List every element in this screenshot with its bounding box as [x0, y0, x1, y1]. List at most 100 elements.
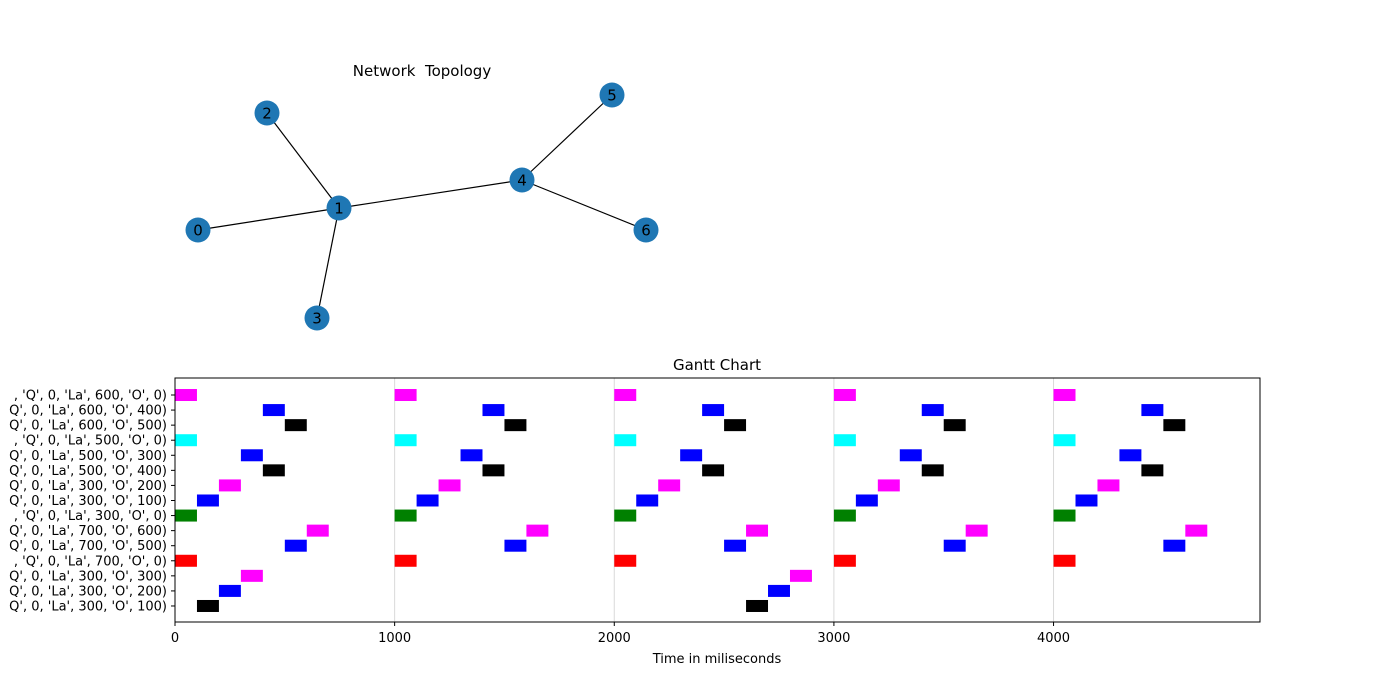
- gantt-task-bar: [746, 599, 769, 612]
- network-edge-2-1: [266, 112, 340, 209]
- gantt-row-label: , 'Q', 0, 'La', 700, 'O', 0): [14, 554, 167, 569]
- gantt-task-bar: [1163, 419, 1186, 432]
- gantt-task-bar: [175, 509, 197, 522]
- gantt-task-bar: [943, 419, 966, 432]
- gantt-task-bar: [746, 524, 769, 537]
- gantt-gridlines: [394, 378, 1055, 622]
- gantt-task-bar: [438, 479, 461, 492]
- gantt-task-bar: [614, 434, 637, 447]
- gantt-task-bar: [218, 479, 241, 492]
- network-node-label: 5: [607, 87, 617, 105]
- gantt-task-bar: [965, 524, 988, 537]
- gantt-task-bar: [1119, 449, 1142, 462]
- gantt-task-bar: [1185, 524, 1208, 537]
- gantt-task-bar: [1075, 494, 1098, 507]
- gantt-x-axis: 0 1000 2000 3000 4000: [171, 622, 1070, 646]
- network-node-label: 3: [312, 310, 322, 328]
- gantt-task-bar: [921, 404, 944, 417]
- network-nodes: 0 1 2 3 4 5 6: [185, 82, 659, 331]
- gantt-task-bar: [636, 494, 659, 507]
- gantt-row-label: Q', 0, 'La', 500, 'O', 300): [9, 449, 167, 464]
- gantt-x-tick-label: 0: [171, 631, 179, 646]
- gantt-row-label: Q', 0, 'La', 300, 'O', 200): [9, 584, 167, 599]
- gantt-task-bar: [724, 539, 747, 552]
- gantt-task-bar: [614, 554, 637, 567]
- network-node-label: 0: [193, 222, 203, 240]
- gantt-y-axis: , 'Q', 0, 'La', 600, 'O', 0)Q', 0, 'La',…: [9, 389, 175, 614]
- network-topology: Network Topology 0 1 2 3 4 5 6: [185, 62, 659, 331]
- gantt-bars: [175, 389, 1208, 612]
- network-node-3: 3: [304, 305, 330, 331]
- gantt-task-bar: [175, 434, 197, 447]
- gantt-task-bar: [702, 464, 725, 477]
- gantt-row-label: , 'Q', 0, 'La', 300, 'O', 0): [14, 509, 167, 524]
- gantt-task-bar: [284, 419, 307, 432]
- gantt-task-bar: [416, 494, 439, 507]
- network-edge-3-1: [316, 207, 340, 319]
- gantt-task-bar: [921, 464, 944, 477]
- gantt-task-bar: [680, 449, 703, 462]
- gantt-task-bar: [175, 389, 197, 401]
- gantt-task-bar: [1141, 464, 1164, 477]
- network-edge-0-1: [197, 207, 340, 231]
- gantt-task-bar: [1097, 479, 1120, 492]
- network-node-circle: [599, 82, 625, 108]
- gantt-row-label: Q', 0, 'La', 500, 'O', 400): [9, 464, 167, 479]
- gantt-task-bar: [394, 509, 417, 522]
- gantt-task-bar: [724, 419, 747, 432]
- gantt-task-bar: [877, 479, 900, 492]
- gantt-task-bar: [504, 419, 527, 432]
- gantt-row-label: Q', 0, 'La', 600, 'O', 500): [9, 419, 167, 434]
- gantt-task-bar: [1053, 389, 1076, 401]
- gantt-row-label: Q', 0, 'La', 700, 'O', 500): [9, 539, 167, 554]
- network-node-label: 2: [262, 105, 272, 123]
- gantt-x-tick-label: 4000: [1037, 631, 1070, 646]
- gantt-task-bar: [1053, 554, 1076, 567]
- network-node-4: 4: [509, 167, 535, 193]
- gantt-task-bar: [833, 554, 856, 567]
- network-node-label: 6: [641, 222, 651, 240]
- gantt-task-bar: [614, 509, 637, 522]
- network-node-label: 1: [334, 200, 344, 218]
- gantt-task-bar: [702, 404, 725, 417]
- gantt-task-bar: [768, 584, 790, 597]
- gantt-title: Gantt Chart: [673, 356, 761, 374]
- gantt-task-bar: [833, 389, 856, 401]
- network-edge-1-4: [338, 179, 523, 209]
- gantt-x-axis-label: Time in miliseconds: [652, 652, 782, 667]
- gantt-task-bar: [196, 494, 219, 507]
- gantt-task-bar: [218, 584, 241, 597]
- gantt-task-bar: [1053, 509, 1076, 522]
- gantt-x-tick-label: 2000: [598, 631, 631, 646]
- network-node-6: 6: [633, 217, 659, 243]
- gantt-task-bar: [526, 524, 549, 537]
- network-node-1: 1: [326, 195, 352, 221]
- network-node-label: 4: [517, 172, 527, 190]
- network-node-circle: [254, 100, 280, 126]
- gantt-task-bar: [284, 539, 307, 552]
- gantt-task-bar: [394, 554, 417, 567]
- gantt-task-bar: [394, 389, 417, 401]
- gantt-task-bar: [855, 494, 878, 507]
- gantt-row-label: Q', 0, 'La', 300, 'O', 100): [9, 494, 167, 509]
- gantt-task-bar: [1163, 539, 1186, 552]
- gantt-row-label: Q', 0, 'La', 600, 'O', 400): [9, 404, 167, 419]
- gantt-x-tick-label: 3000: [817, 631, 850, 646]
- network-node-circle: [326, 195, 352, 221]
- gantt-task-bar: [789, 569, 812, 582]
- network-title: Network Topology: [353, 62, 492, 80]
- gantt-task-bar: [262, 464, 285, 477]
- gantt-task-bar: [175, 554, 197, 567]
- gantt-task-bar: [394, 434, 417, 447]
- network-edge-4-5: [521, 94, 613, 181]
- gantt-x-tick-label: 1000: [378, 631, 411, 646]
- gantt-task-bar: [482, 464, 505, 477]
- gantt-task-bar: [240, 569, 263, 582]
- gantt-task-bar: [306, 524, 329, 537]
- gantt-row-label: Q', 0, 'La', 300, 'O', 300): [9, 569, 167, 584]
- network-edge-4-6: [521, 179, 647, 231]
- gantt-task-bar: [899, 449, 922, 462]
- gantt-task-bar: [504, 539, 527, 552]
- gantt-row-label: Q', 0, 'La', 700, 'O', 600): [9, 524, 167, 539]
